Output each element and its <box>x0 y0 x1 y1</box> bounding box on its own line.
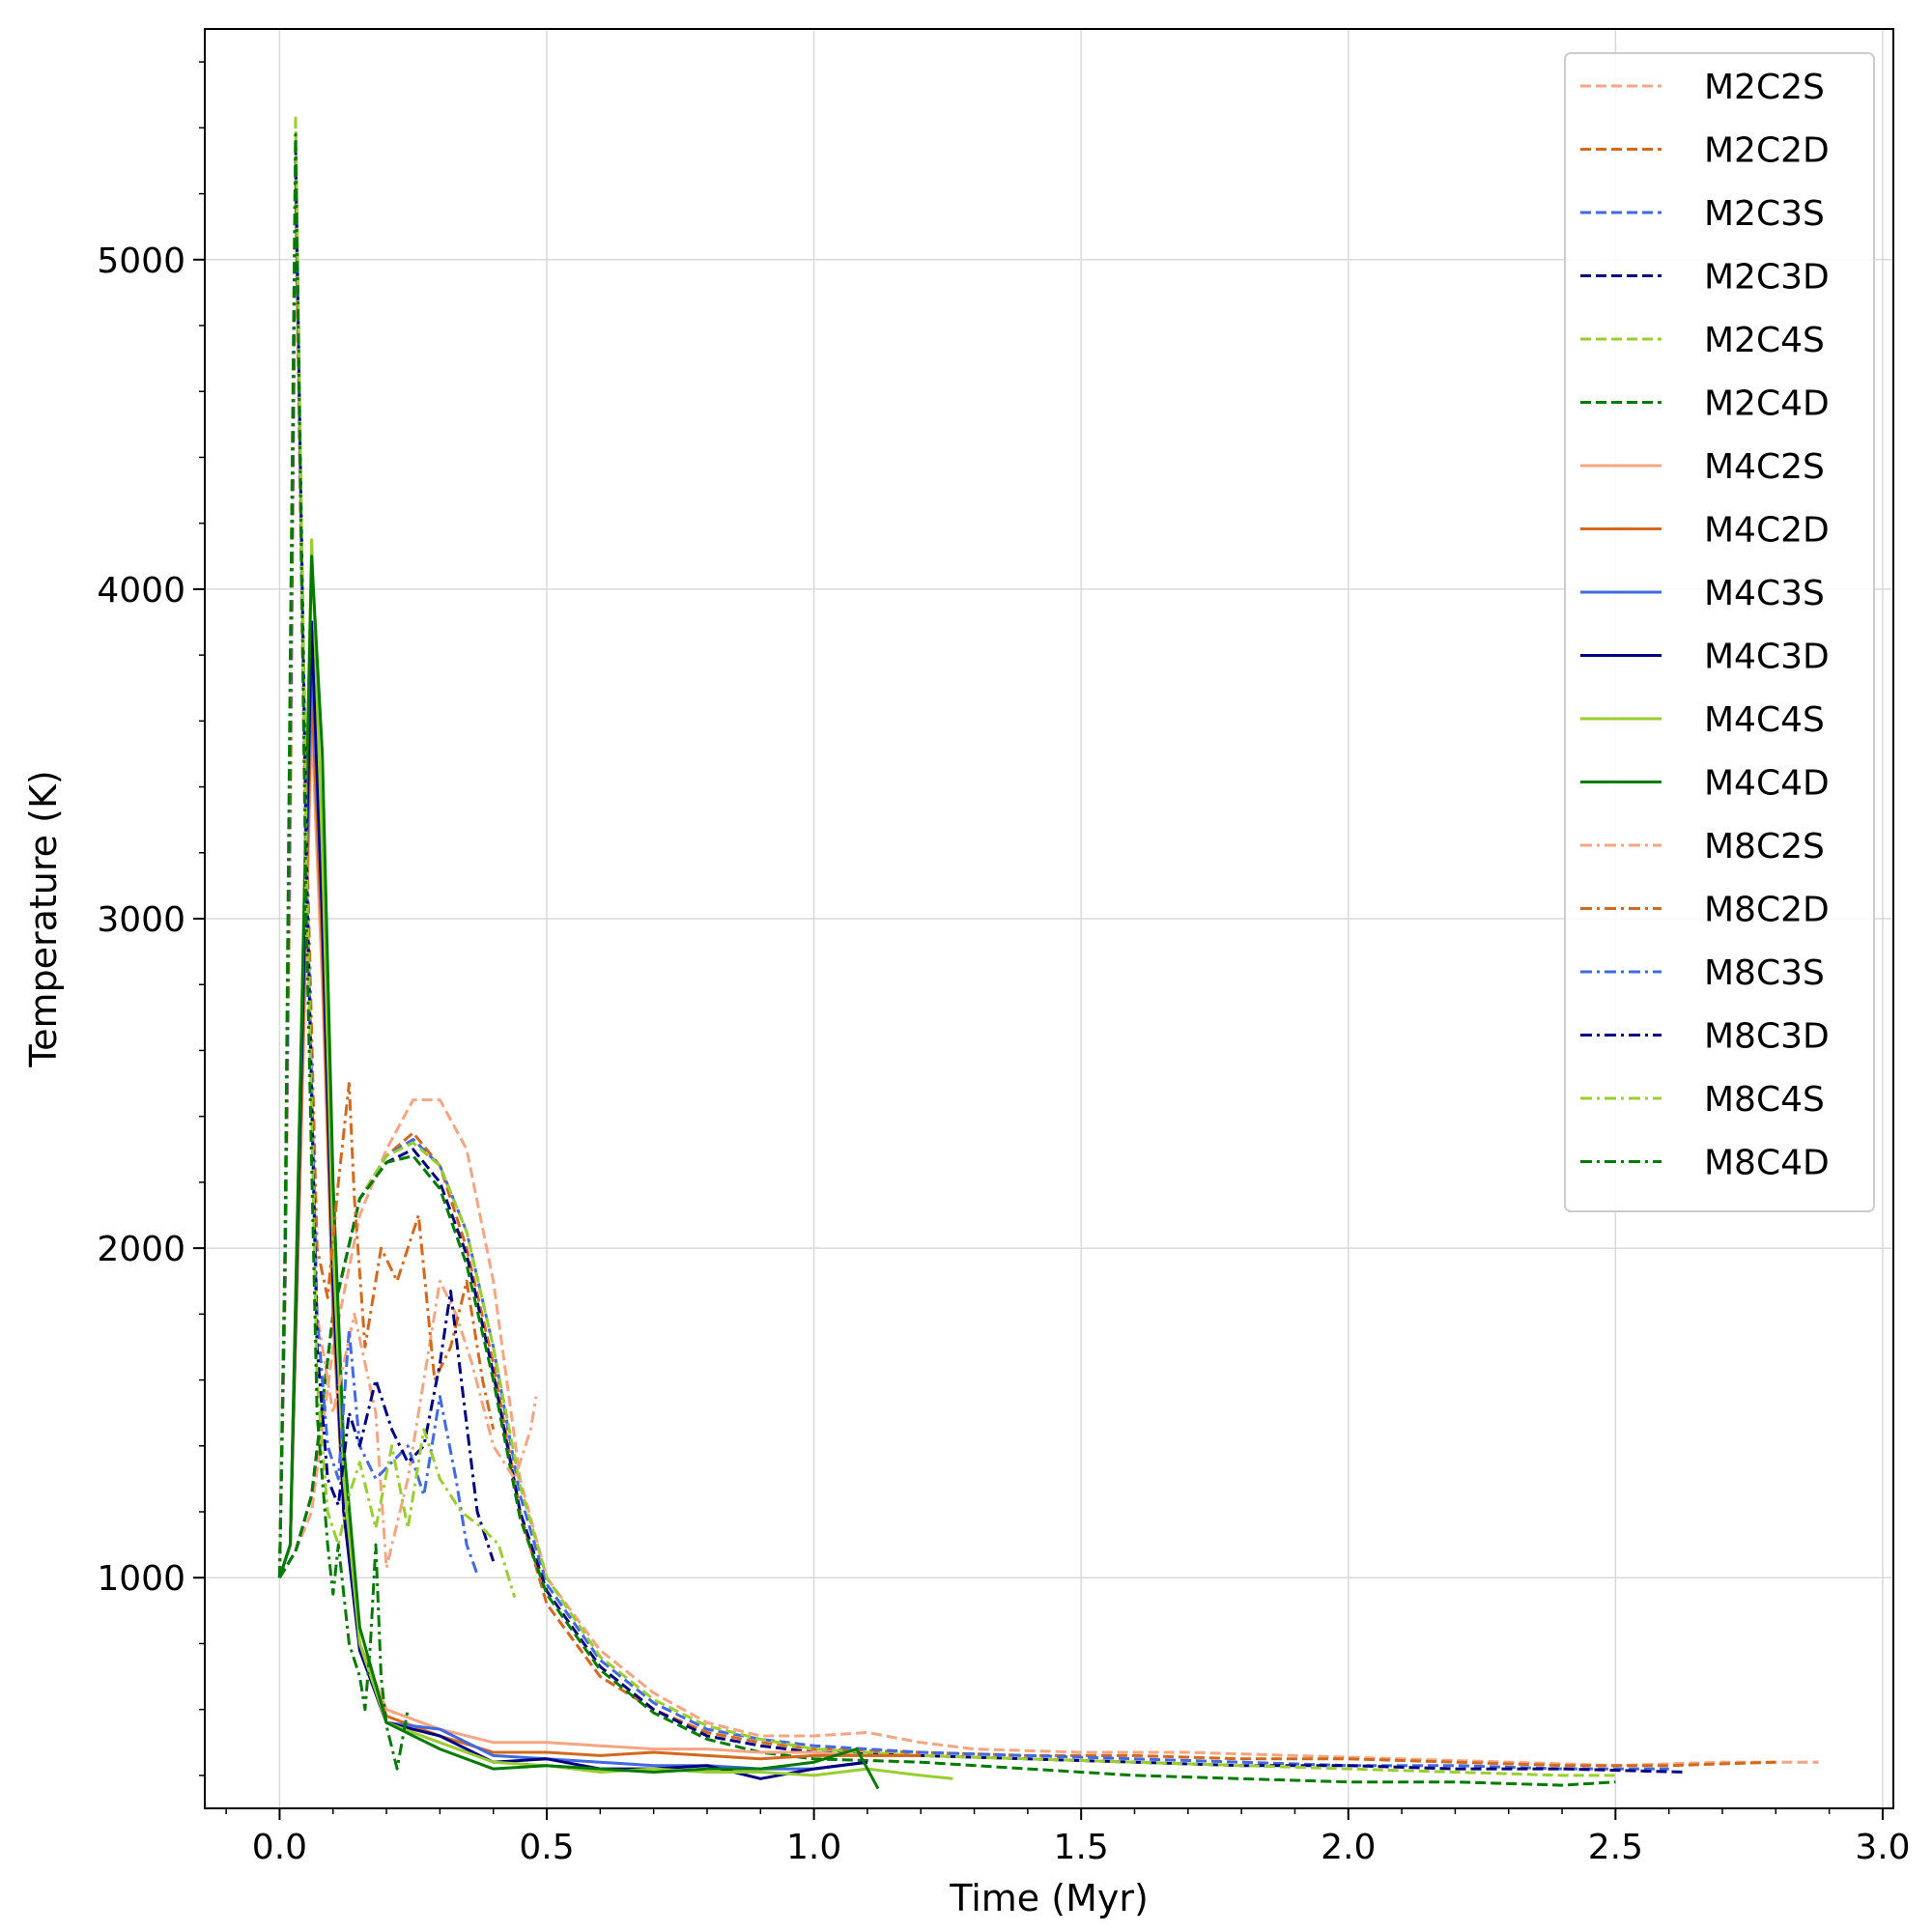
series-line-m4c4d <box>277 554 880 1790</box>
y-tick-label: 5000 <box>97 242 185 281</box>
x-tick-label: 2.5 <box>1588 1828 1643 1867</box>
legend-label: M2C4S <box>1704 321 1825 360</box>
legend-label: M8C2D <box>1704 891 1830 930</box>
x-axis: 0.0 0.5 1.0 1.5 2.0 2.5 3.0 <box>225 1808 1911 1867</box>
y-tick-label: 3000 <box>97 900 185 940</box>
series-line-m2c3d <box>278 1148 1686 1774</box>
legend-label: M8C3S <box>1704 953 1825 993</box>
legend-label: M8C3D <box>1704 1017 1830 1057</box>
legend-label: M4C2S <box>1704 447 1825 487</box>
y-tick-label: 1000 <box>97 1559 185 1599</box>
series-line-m8c2d <box>277 176 496 1578</box>
series-line-m8c4s <box>277 116 517 1599</box>
legend-label: M2C4D <box>1704 384 1830 424</box>
x-axis-label: Time (Myr) <box>949 1877 1149 1919</box>
series-line-m2c4s <box>278 1141 1616 1777</box>
series-line-m4c4s <box>277 538 953 1780</box>
y-tick-label: 2000 <box>97 1230 185 1269</box>
y-axis: 1000 2000 3000 4000 5000 <box>97 61 205 1776</box>
legend-label: M4C2D <box>1704 511 1830 551</box>
series-line-m2c2d <box>278 1131 1776 1768</box>
series-line-m4c3d <box>277 620 868 1780</box>
y-axis-label: Temperature (K) <box>22 770 65 1067</box>
x-tick-label: 2.0 <box>1321 1828 1376 1867</box>
legend-label: M2C2S <box>1704 68 1825 107</box>
series-line-m8c3d <box>277 142 496 1578</box>
legend-label: M4C3D <box>1704 638 1830 677</box>
x-tick-label: 0.5 <box>519 1828 574 1867</box>
legend-label: M4C3S <box>1704 574 1825 613</box>
y-tick-label: 4000 <box>97 571 185 611</box>
legend-label: M2C2D <box>1704 131 1830 171</box>
legend-label: M8C2S <box>1704 827 1825 867</box>
legend-label: M4C4D <box>1704 764 1830 804</box>
legend-label: M2C3S <box>1704 194 1825 234</box>
legend-frame <box>1564 52 1875 1212</box>
legend-label: M2C3D <box>1704 258 1830 298</box>
x-tick-label: 0.0 <box>252 1828 307 1867</box>
legend: M2C2S M2C2D M2C3S M2C3D M2C4S M2C4D M4C2S M4C2D… <box>1564 52 1875 1212</box>
series-layer <box>277 116 1819 1790</box>
legend-label: M8C4D <box>1704 1144 1830 1183</box>
x-tick-label: 1.5 <box>1054 1828 1109 1867</box>
x-tick-label: 1.0 <box>786 1828 841 1867</box>
series-line-m2c3s <box>278 1138 1669 1771</box>
legend-label: M4C4S <box>1704 700 1825 740</box>
series-line-m2c4d <box>278 1154 1616 1787</box>
x-tick-label: 3.0 <box>1855 1828 1910 1867</box>
series-line-m4c2s <box>277 719 922 1757</box>
series-line-m4c3s <box>277 653 868 1771</box>
series-line-m8c4d <box>277 132 410 1771</box>
series-line-m4c2d <box>277 686 922 1761</box>
legend-label: M8C4S <box>1704 1080 1825 1120</box>
